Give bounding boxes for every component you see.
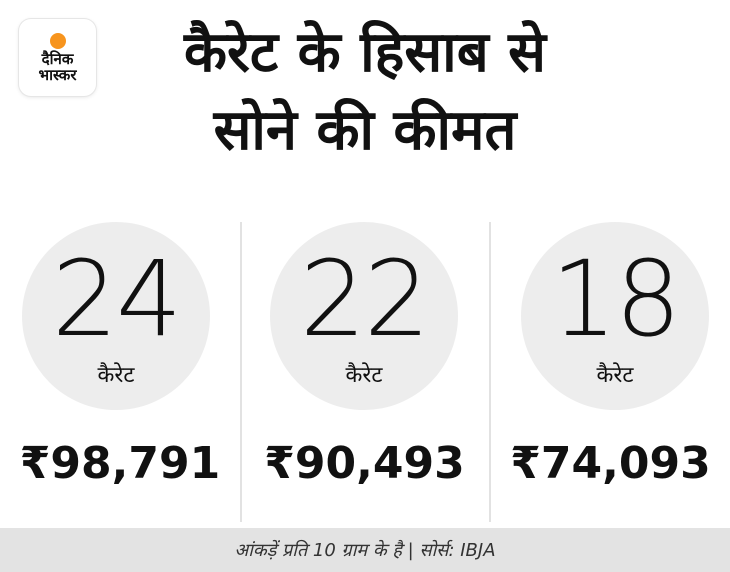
karat-circle	[22, 222, 210, 410]
logo-text-line2: भास्कर	[38, 65, 77, 84]
karat-unit-label: कैरेट	[345, 363, 383, 388]
sun-icon	[49, 32, 66, 49]
karat-value: 18	[550, 238, 681, 360]
karat-card-18: 18 कैरेट ₹74,093	[491, 222, 730, 522]
column-divider	[489, 222, 491, 522]
karat-circle	[521, 222, 709, 410]
title-line2: सोने की कीमत	[213, 98, 517, 163]
karat-card-22: 22 कैरेट ₹90,493	[242, 222, 482, 522]
gold-price: ₹98,791	[19, 438, 221, 489]
gold-price: ₹74,093	[510, 438, 711, 489]
title-line1: कैरेट के हिसाब से	[183, 20, 547, 85]
karat-card-24: 24 कैरेट ₹98,791	[0, 222, 240, 522]
karat-value: 24	[51, 238, 182, 360]
karat-unit-label: कैरेट	[596, 363, 634, 388]
karat-value: 22	[299, 238, 430, 360]
karat-unit-label: कैरेट	[97, 363, 135, 388]
page-title: कैरेट के हिसाब से सोने की कीमत	[105, 14, 625, 170]
footer-note: आंकड़ें प्रति 10 ग्राम के है | सोर्स: IB…	[234, 540, 496, 561]
column-divider	[240, 222, 242, 522]
dainik-bhaskar-logo: दैनिक भास्कर	[19, 19, 96, 96]
karat-circle	[270, 222, 458, 410]
gold-price: ₹90,493	[264, 438, 465, 489]
logo-text-line1: दैनिक	[41, 49, 74, 68]
source-footer: आंकड़ें प्रति 10 ग्राम के है | सोर्स: IB…	[0, 528, 730, 572]
